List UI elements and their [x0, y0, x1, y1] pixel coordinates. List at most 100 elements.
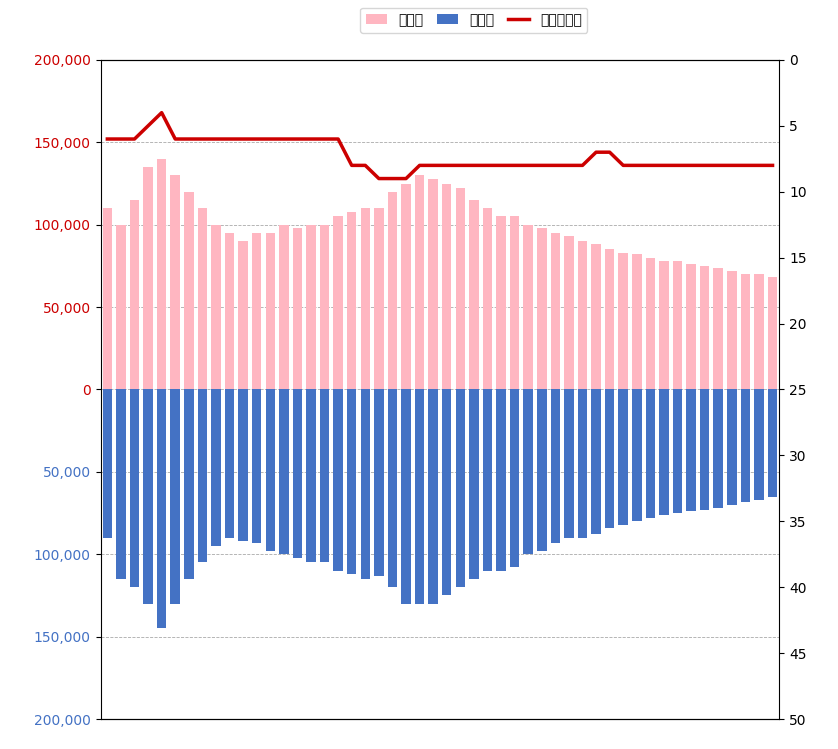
- Bar: [524, 389, 533, 554]
- Bar: [632, 389, 642, 521]
- Bar: [618, 389, 628, 524]
- Bar: [645, 258, 655, 389]
- Bar: [577, 389, 587, 538]
- Bar: [401, 389, 411, 604]
- Bar: [754, 274, 763, 389]
- Bar: [334, 389, 343, 571]
- Bar: [741, 274, 750, 389]
- Bar: [130, 389, 139, 587]
- Bar: [102, 389, 112, 538]
- Bar: [116, 225, 126, 389]
- Bar: [713, 267, 723, 389]
- Bar: [157, 159, 167, 389]
- Bar: [496, 216, 506, 389]
- Bar: [592, 244, 601, 389]
- Bar: [510, 216, 520, 389]
- Bar: [686, 389, 696, 512]
- Bar: [334, 216, 343, 389]
- Bar: [754, 389, 763, 500]
- Bar: [170, 175, 180, 389]
- Bar: [415, 175, 424, 389]
- Bar: [645, 389, 655, 518]
- Bar: [456, 389, 465, 587]
- Bar: [388, 389, 397, 587]
- Bar: [211, 225, 220, 389]
- Bar: [428, 389, 438, 604]
- Bar: [524, 225, 533, 389]
- Bar: [577, 241, 587, 389]
- Bar: [292, 389, 303, 557]
- Bar: [660, 389, 669, 515]
- Bar: [184, 192, 194, 389]
- Bar: [279, 225, 288, 389]
- Bar: [347, 211, 356, 389]
- Bar: [157, 389, 167, 628]
- Bar: [266, 389, 275, 551]
- Bar: [401, 184, 411, 389]
- Bar: [686, 264, 696, 389]
- Bar: [170, 389, 180, 604]
- Bar: [673, 261, 682, 389]
- Bar: [238, 241, 248, 389]
- Bar: [320, 389, 329, 562]
- Bar: [469, 200, 478, 389]
- Bar: [143, 167, 153, 389]
- Bar: [428, 178, 438, 389]
- Bar: [741, 389, 750, 502]
- Bar: [483, 389, 492, 571]
- Bar: [252, 233, 261, 389]
- Bar: [225, 233, 235, 389]
- Bar: [592, 389, 601, 535]
- Bar: [632, 255, 642, 389]
- Bar: [564, 236, 574, 389]
- Bar: [388, 192, 397, 389]
- Bar: [564, 389, 574, 538]
- Bar: [252, 389, 261, 543]
- Bar: [469, 389, 478, 579]
- Bar: [360, 389, 370, 579]
- Bar: [727, 271, 737, 389]
- Bar: [415, 389, 424, 604]
- Bar: [496, 389, 506, 571]
- Bar: [700, 266, 710, 389]
- Bar: [713, 389, 723, 508]
- Bar: [768, 277, 778, 389]
- Bar: [279, 389, 288, 554]
- Bar: [483, 208, 492, 389]
- Bar: [700, 389, 710, 510]
- Bar: [116, 389, 126, 579]
- Bar: [456, 189, 465, 389]
- Bar: [320, 225, 329, 389]
- Bar: [130, 200, 139, 389]
- Bar: [225, 389, 235, 538]
- Bar: [374, 389, 384, 576]
- Bar: [537, 389, 546, 551]
- Bar: [198, 208, 207, 389]
- Bar: [238, 389, 248, 541]
- Bar: [292, 228, 303, 389]
- Bar: [347, 389, 356, 574]
- Bar: [660, 261, 669, 389]
- Bar: [184, 389, 194, 579]
- Bar: [768, 389, 778, 497]
- Bar: [618, 252, 628, 389]
- Bar: [605, 249, 614, 389]
- Bar: [605, 389, 614, 528]
- Bar: [673, 389, 682, 513]
- Legend: 女の子, 男の子, ランキング: 女の子, 男の子, ランキング: [360, 7, 587, 33]
- Bar: [211, 389, 220, 546]
- Bar: [442, 184, 452, 389]
- Bar: [360, 208, 370, 389]
- Bar: [306, 225, 316, 389]
- Bar: [143, 389, 153, 604]
- Bar: [374, 208, 384, 389]
- Bar: [306, 389, 316, 562]
- Bar: [266, 233, 275, 389]
- Bar: [537, 228, 546, 389]
- Bar: [198, 389, 207, 562]
- Bar: [551, 389, 560, 543]
- Bar: [510, 389, 520, 568]
- Bar: [551, 233, 560, 389]
- Bar: [442, 389, 452, 595]
- Bar: [102, 208, 112, 389]
